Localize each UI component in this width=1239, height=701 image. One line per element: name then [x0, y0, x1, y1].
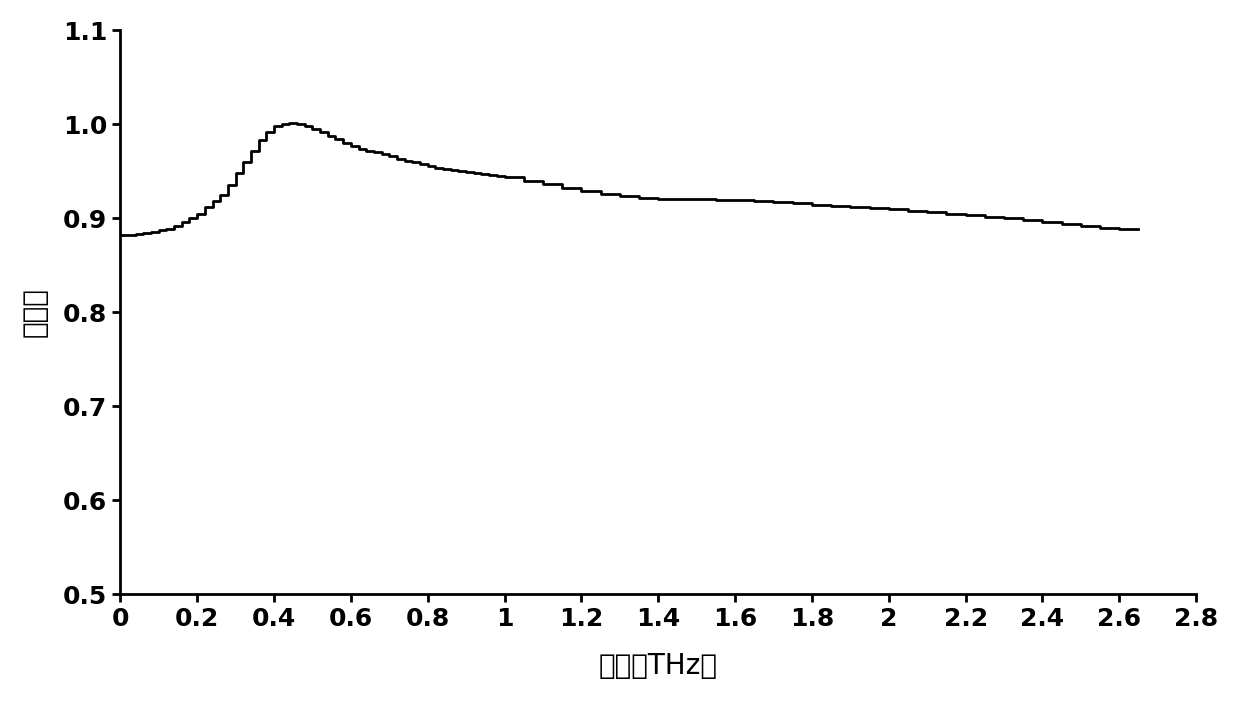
Y-axis label: 透过率: 透过率 — [21, 287, 48, 337]
X-axis label: 频率（THz）: 频率（THz） — [598, 652, 717, 680]
